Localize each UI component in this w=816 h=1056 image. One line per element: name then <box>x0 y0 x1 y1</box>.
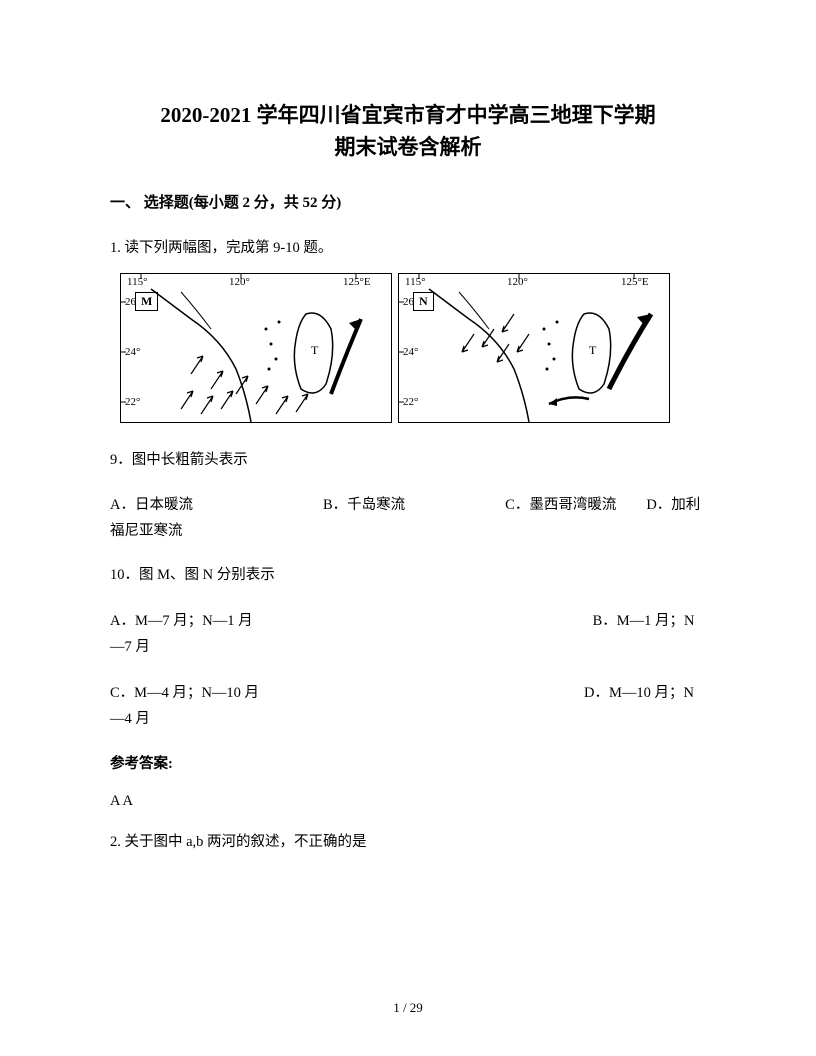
q9-optA: A．日本暖流 <box>110 497 193 513</box>
map-left-svg: T <box>121 274 393 424</box>
document-title: 2020-2021 学年四川省宜宾市育才中学高三地理下学期 期末试卷含解析 <box>110 100 706 163</box>
q9-options: A．日本暖流B．千岛寒流C．墨西哥湾暖流D．加利福尼亚寒流 <box>110 492 706 544</box>
answer-label: 参考答案: <box>110 752 706 773</box>
map-right-svg: T <box>399 274 671 424</box>
q9-optC: C．墨西哥湾暖流 <box>505 497 616 513</box>
section-header: 一、 选择题(每小题 2 分，共 52 分) <box>110 191 706 212</box>
title-line-2: 期末试卷含解析 <box>110 132 706 164</box>
page-footer: 1 / 29 <box>0 1000 816 1016</box>
q10-text: 10．图 M、图 N 分别表示 <box>110 564 706 587</box>
maps-container: 115° 120° 125°E 26° 24° 22° M T <box>120 273 706 423</box>
q2-intro: 2. 关于图中 a,b 两河的叙述，不正确的是 <box>110 830 706 851</box>
q10-optA: A．M—7 月；N—1 月 <box>110 613 253 629</box>
answer-text: A A <box>110 793 706 810</box>
q9-text: 9．图中长粗箭头表示 <box>110 449 706 472</box>
q10-options-row1: A．M—7 月；N—1 月B．M—1 月；N—7 月 <box>110 608 706 660</box>
title-line-1: 2020-2021 学年四川省宜宾市育才中学高三地理下学期 <box>110 100 706 132</box>
q10-optC: C．M—4 月；N—10 月 <box>110 685 259 701</box>
map-left: 115° 120° 125°E 26° 24° 22° M T <box>120 273 392 423</box>
q1-intro: 1. 读下列两幅图，完成第 9-10 题。 <box>110 236 706 257</box>
map-right: 115° 120° 125°E 26° 24° 22° N T <box>398 273 670 423</box>
q10-options-row2: C．M—4 月；N—10 月D．M—10 月；N—4 月 <box>110 680 706 732</box>
svg-text:T: T <box>589 343 597 357</box>
q9-optB: B．千岛寒流 <box>323 497 405 513</box>
svg-text:T: T <box>311 343 319 357</box>
